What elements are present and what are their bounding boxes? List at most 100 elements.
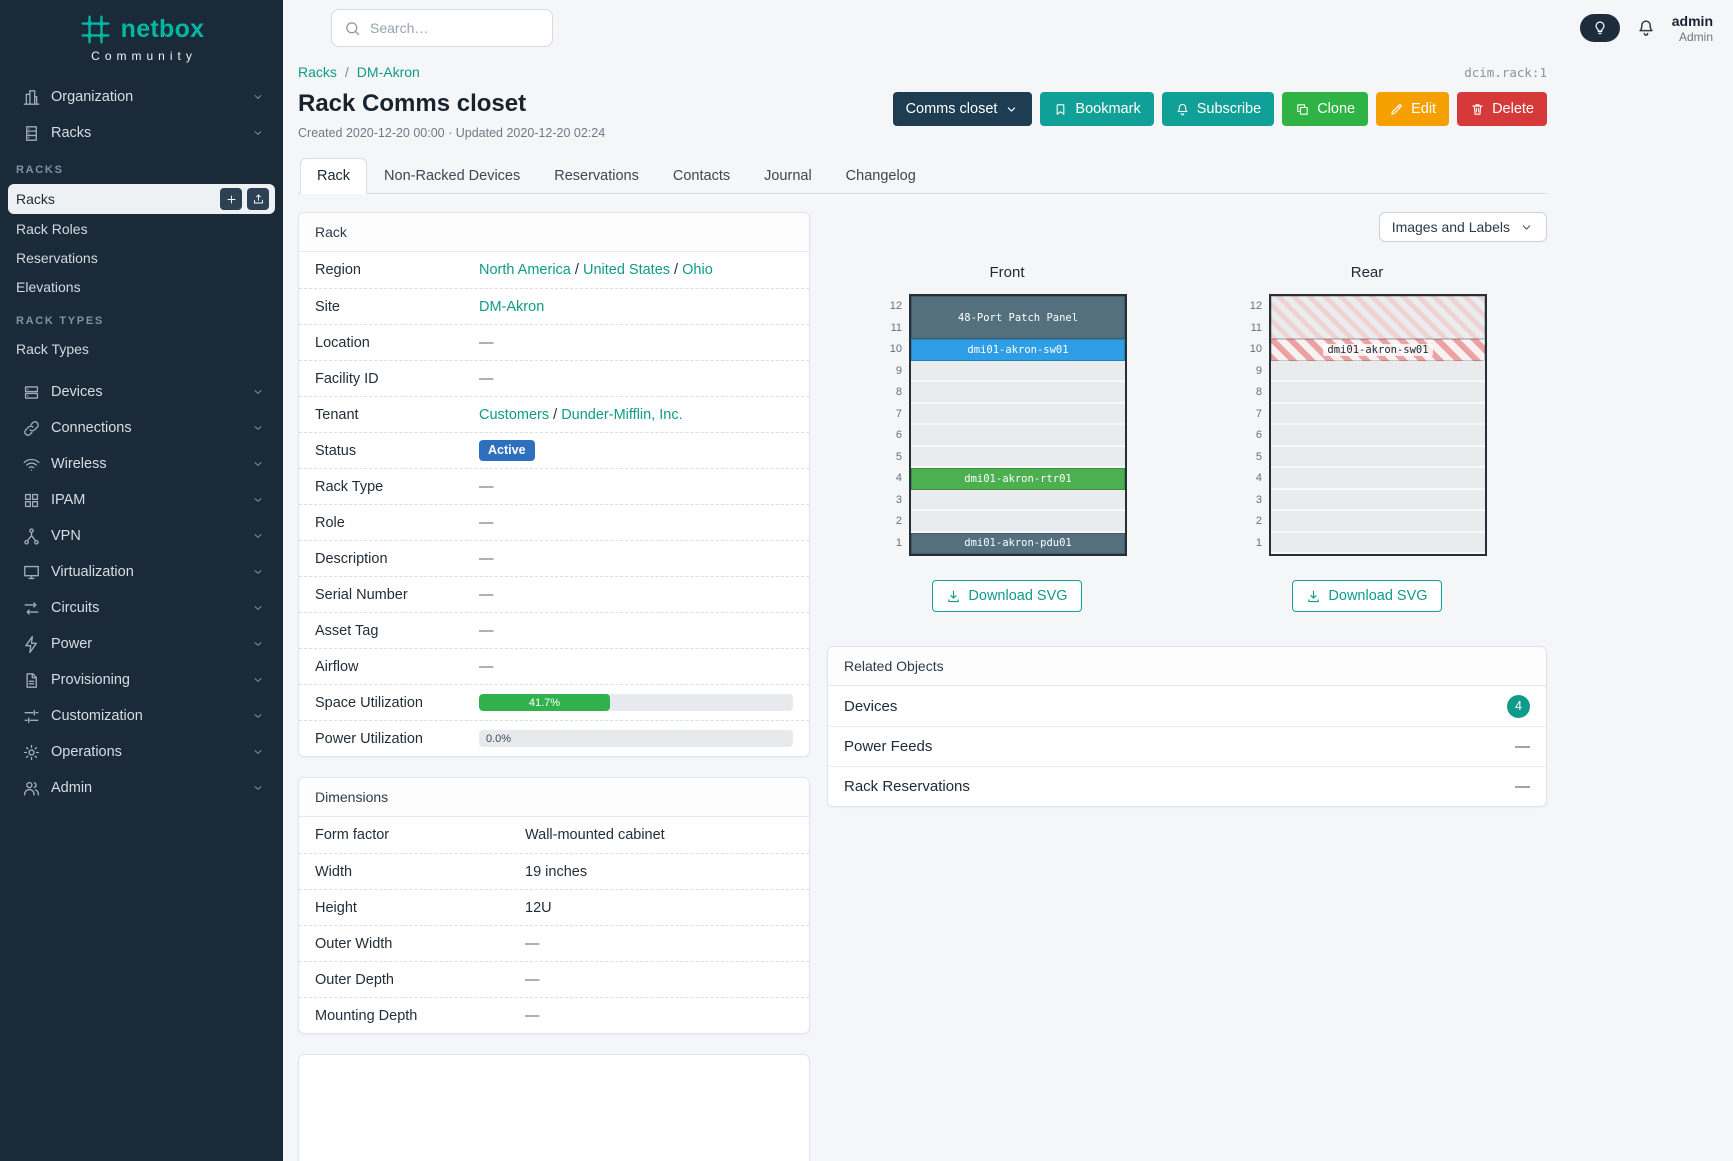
sidebar-item-vpn[interactable]: VPN [8, 518, 275, 554]
sidebar-item-customization[interactable]: Customization [8, 698, 275, 734]
attr-row-description: Description — [299, 540, 809, 576]
attr-empty: — [479, 622, 494, 639]
rack-unit[interactable] [911, 447, 1125, 468]
download-svg-front-button[interactable]: Download SVG [932, 580, 1082, 612]
chevron-down-icon [254, 570, 262, 574]
unit-numbers: 12 11 10 9 8 7 6 5 4 3 2 1 [1247, 294, 1262, 556]
bell-icon [1177, 103, 1188, 115]
edit-button[interactable]: Edit [1376, 92, 1450, 126]
rack-unit[interactable] [911, 382, 1125, 404]
elevation-toolbar: Images and Labels [827, 212, 1547, 242]
bookmark-button[interactable]: Bookmark [1040, 92, 1154, 126]
download-svg-rear-button[interactable]: Download SVG [1292, 580, 1442, 612]
device-slot[interactable]: dmi01-akron-sw01 [911, 339, 1125, 361]
rack-unit[interactable] [911, 425, 1125, 447]
tab-reservations[interactable]: Reservations [554, 168, 639, 184]
breadcrumb-link[interactable]: DM-Akron [356, 64, 420, 80]
search-input[interactable] [370, 20, 540, 36]
search-box[interactable] [331, 9, 553, 47]
rack-unit[interactable] [1271, 468, 1485, 490]
subscribe-button[interactable]: Subscribe [1161, 92, 1275, 126]
tab-rack[interactable]: Rack [300, 158, 368, 194]
related-row-devices[interactable]: Devices 4 [828, 686, 1546, 726]
attr-link[interactable]: United States [582, 262, 671, 278]
sidebar-item-power[interactable]: Power [8, 626, 275, 662]
device-slot[interactable]: dmi01-akron-sw01 [1271, 339, 1485, 361]
sidebar-item-racks[interactable]: Racks [8, 184, 275, 214]
comms-closet-button[interactable]: Comms closet [892, 92, 1033, 126]
chevron-down-icon [254, 498, 262, 502]
sidebar-item-rack-types[interactable]: Rack Types [8, 335, 275, 363]
tab-contacts[interactable]: Contacts [672, 168, 731, 184]
next-panel-stub [298, 1054, 810, 1161]
images-labels-dropdown[interactable]: Images and Labels [1378, 212, 1547, 242]
notifications-button[interactable] [1636, 18, 1656, 38]
rack-unit[interactable] [1271, 533, 1485, 554]
sidebar-item-circuits[interactable]: Circuits [8, 590, 275, 626]
sidebar-item-virtualization[interactable]: Virtualization [8, 554, 275, 590]
rear-elevation: Rear 12 11 10 9 8 7 6 5 4 3 2 1 dmi01-akron-sw01 Do… [1187, 264, 1547, 612]
add-button[interactable] [220, 188, 242, 210]
sidebar-item-reservations[interactable]: Reservations [8, 244, 275, 272]
attr-row-tenant: Tenant Customers / Dunder-Mifflin, Inc. [299, 396, 809, 432]
chevron-down-icon [254, 131, 262, 135]
attr-row-mounting-depth: Mounting Depth — [299, 997, 809, 1033]
attr-value: — [479, 659, 793, 675]
breadcrumb-link[interactable]: Racks [298, 64, 337, 80]
attr-empty: — [479, 514, 494, 531]
attr-empty: — [525, 971, 540, 988]
rack-unit[interactable] [911, 404, 1125, 425]
tab-changelog[interactable]: Changelog [845, 168, 916, 184]
user-name: admin [1671, 12, 1713, 29]
rack-unit[interactable] [1271, 425, 1485, 447]
device-slot[interactable]: dmi01-akron-rtr01 [911, 468, 1125, 490]
rack-unit[interactable] [1271, 361, 1485, 382]
sidebar-item-racks[interactable]: Racks [8, 115, 275, 151]
sidebar-item-elevations[interactable]: Elevations [8, 273, 275, 301]
netbox-logo[interactable]: netbox Community [0, 0, 283, 71]
delete-button[interactable]: Delete [1457, 92, 1547, 126]
rack-unit[interactable] [1271, 404, 1485, 425]
theme-toggle-button[interactable] [1579, 14, 1620, 42]
sidebar-item-label: IPAM [51, 492, 86, 508]
rack-unit[interactable] [911, 511, 1125, 533]
related-row-power-feeds[interactable]: Power Feeds — [828, 726, 1546, 766]
device-slot[interactable] [1271, 296, 1485, 339]
rack-unit[interactable] [1271, 382, 1485, 404]
tab-journal[interactable]: Journal [764, 168, 812, 184]
sidebar-item-organization[interactable]: Organization [8, 79, 275, 115]
action-buttons: Comms closet Bookmark Subscribe Clone Edit De… [892, 92, 1547, 126]
sidebar-item-connections[interactable]: Connections [8, 410, 275, 446]
attr-link[interactable]: Ohio [682, 262, 713, 278]
attr-link[interactable]: DM-Akron [479, 298, 545, 315]
unit-number: 1 [1255, 536, 1262, 549]
rack-unit[interactable] [911, 490, 1125, 511]
attr-link[interactable]: North America [479, 262, 571, 278]
tab-non-racked-devices[interactable]: Non-Racked Devices [384, 168, 521, 184]
rack-unit[interactable] [1271, 511, 1485, 533]
sidebar-item-provisioning[interactable]: Provisioning [8, 662, 275, 698]
sidebar-item-devices[interactable]: Devices [8, 374, 275, 410]
sidebar-item-label: Reservations [16, 250, 98, 266]
wireless-icon [23, 458, 40, 471]
rack-unit[interactable] [911, 361, 1125, 382]
progress-fill: 41.7% [479, 694, 610, 711]
user-menu[interactable]: admin Admin [1672, 13, 1713, 44]
import-button[interactable] [247, 188, 269, 210]
rack-unit[interactable] [1271, 447, 1485, 468]
sidebar-item-admin[interactable]: Admin [8, 770, 275, 806]
sidebar-item-ipam[interactable]: IPAM [8, 482, 275, 518]
operations-icon [23, 744, 40, 760]
sidebar-item-operations[interactable]: Operations [8, 734, 275, 770]
attr-link[interactable]: Dunder-Mifflin, Inc. [561, 406, 683, 423]
device-slot[interactable]: dmi01-akron-pdu01 [911, 532, 1125, 554]
attr-link[interactable]: Customers [479, 406, 550, 423]
clone-button[interactable]: Clone [1282, 92, 1369, 126]
rack-unit[interactable] [1271, 490, 1485, 511]
device-slot[interactable]: 48-Port Patch Panel [911, 296, 1125, 339]
sidebar-item-rack-roles[interactable]: Rack Roles [8, 215, 275, 243]
related-row-rack-reservations[interactable]: Rack Reservations — [828, 766, 1546, 806]
attr-value: — [525, 936, 793, 952]
admin-icon [23, 781, 40, 796]
sidebar-item-wireless[interactable]: Wireless [8, 446, 275, 482]
